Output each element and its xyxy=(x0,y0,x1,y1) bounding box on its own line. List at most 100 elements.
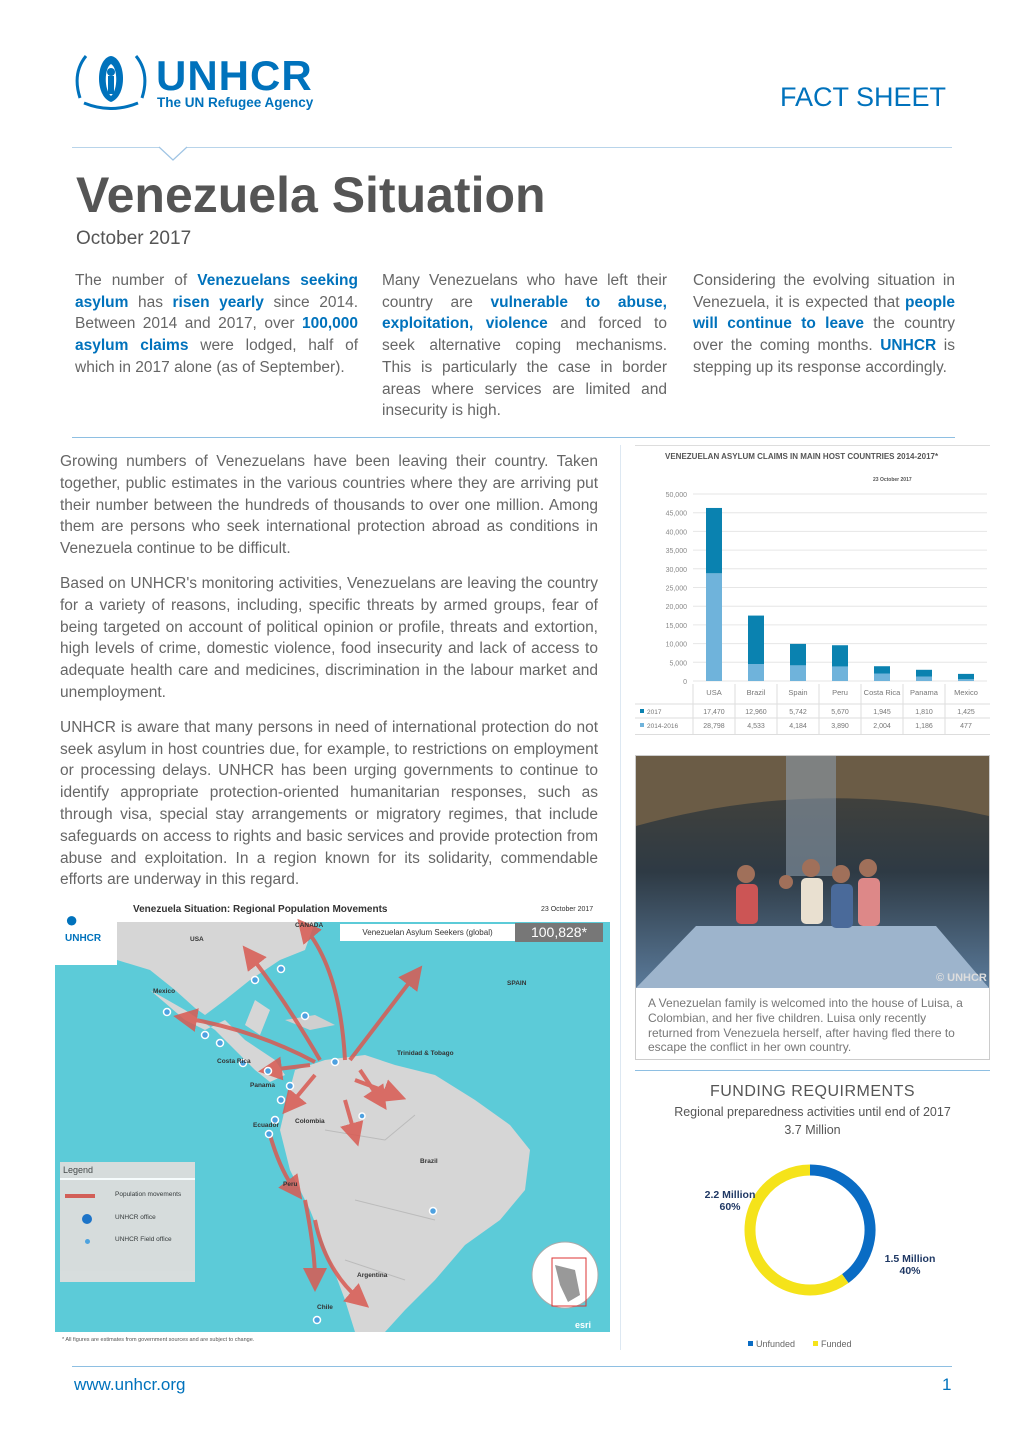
map-place-label: Trinidad & Tobago xyxy=(397,1050,454,1057)
y-tick-label: 40,000 xyxy=(666,529,688,536)
bar-segment xyxy=(790,665,806,681)
logo-wordmark: UNHCR xyxy=(156,52,313,99)
highlight-column-2: Many Venezuelans who have left their cou… xyxy=(382,270,667,422)
table-cell: 477 xyxy=(960,723,972,730)
bar-segment xyxy=(748,664,764,681)
legend-swatch xyxy=(813,1341,818,1346)
highlight-column-3: Considering the evolving situation in Ve… xyxy=(693,270,955,379)
table-cell: 5,742 xyxy=(789,709,807,716)
y-tick-label: 0 xyxy=(683,679,687,686)
donut-data-label: 2.2 Million xyxy=(705,1189,756,1201)
highlight-text: and forced to seek alternative coping me… xyxy=(382,315,667,420)
highlight-text: is stepping up its response accordingly. xyxy=(693,337,956,376)
highlight-emphasis: UNHCR xyxy=(880,337,937,355)
highlight-text: The number of xyxy=(75,272,198,289)
page-number: 1 xyxy=(942,1375,952,1394)
logo-tagline: The UN Refugee Agency xyxy=(157,95,314,110)
table-cell: 17,470 xyxy=(703,709,725,716)
x-tick-label: Mexico xyxy=(954,688,978,697)
photo-credit: © UNHCR xyxy=(936,972,987,984)
table-cell: 3,890 xyxy=(831,723,849,730)
legend-label: Unfunded xyxy=(756,1339,795,1349)
chart-subtitle: 23 October 2017 xyxy=(873,477,912,483)
map-place-label: Colombia xyxy=(295,1118,325,1125)
x-tick-label: Panama xyxy=(910,688,939,697)
map-place-label: Mexico xyxy=(153,988,176,995)
x-tick-label: Brazil xyxy=(747,688,766,697)
family-photo: © UNHCR xyxy=(636,756,989,988)
bar-segment xyxy=(706,573,722,681)
asylum-claims-chart-svg: VENEZUELAN ASYLUM CLAIMS IN MAIN HOST CO… xyxy=(635,452,990,734)
y-tick-label: 5,000 xyxy=(669,660,687,667)
y-tick-label: 10,000 xyxy=(666,642,688,649)
footer-divider xyxy=(72,1366,952,1367)
regional-map[interactable]: Venezuela Situation: Regional Population… xyxy=(55,900,610,1332)
highlight-text: since 2014. Between 2014 and 2017, over xyxy=(75,293,358,333)
highlight-emphasis: 100,000 asylum claims xyxy=(75,315,358,355)
legend-item: UNHCR Field office xyxy=(115,1236,172,1243)
map-place-label: Brazil xyxy=(420,1158,438,1165)
donut-data-label: 60% xyxy=(719,1201,741,1213)
map-place-label: Chile xyxy=(317,1304,333,1311)
map-date: 23 October 2017 xyxy=(541,906,594,913)
bar-segment xyxy=(916,676,932,681)
highlight-text: the country over the coming months. xyxy=(693,315,955,355)
legend-item: UNHCR office xyxy=(115,1214,156,1221)
x-tick-label: Costa Rica xyxy=(864,688,902,697)
inset-globe xyxy=(531,1241,599,1309)
donut-data-label: 1.5 Million xyxy=(885,1253,936,1265)
chevron-down-icon xyxy=(158,146,188,161)
body-paragraph: Based on UNHCR's monitoring activities, … xyxy=(60,574,598,701)
y-tick-label: 50,000 xyxy=(666,492,688,499)
legend-swatch xyxy=(640,723,644,727)
highlight-text: were lodged, half of which in 2017 alone… xyxy=(75,337,358,376)
map-stat-value: 100,828* xyxy=(515,923,603,942)
field-office-legend-icon xyxy=(85,1239,90,1244)
asylum-claims-chart: VENEZUELAN ASYLUM CLAIMS IN MAIN HOST CO… xyxy=(635,445,990,735)
population-movement-arrows xyxy=(162,918,438,1325)
highlight-emphasis: vulnerable to abuse, exploitation, viole… xyxy=(382,293,667,333)
bar-segment xyxy=(748,615,764,665)
map-place-label: Argentina xyxy=(357,1272,388,1279)
map-footnote: * All figures are estimates from governm… xyxy=(62,1337,255,1343)
map-place-label: Peru xyxy=(283,1181,298,1188)
map-place-label: Panama xyxy=(250,1082,275,1089)
bar-segment xyxy=(706,507,722,574)
highlight-emphasis: people will continue to leave xyxy=(693,293,955,333)
table-cell: 2,004 xyxy=(873,723,891,730)
x-tick-label: Spain xyxy=(788,688,807,697)
funding-title: FUNDING REQUIRMENTS xyxy=(709,1083,916,1100)
office-legend-icon xyxy=(82,1214,92,1224)
legend-swatch xyxy=(748,1341,753,1346)
bar-segment xyxy=(874,673,890,681)
map-place-label: SPAIN xyxy=(507,980,527,987)
table-cell: 4,533 xyxy=(747,723,765,730)
doc-type-label: FACT SHEET xyxy=(780,82,947,112)
y-tick-label: 35,000 xyxy=(666,548,688,555)
y-tick-label: 45,000 xyxy=(666,511,688,518)
table-cell: 1,186 xyxy=(915,723,933,730)
section-divider xyxy=(72,437,955,438)
table-cell: 4,184 xyxy=(789,723,807,730)
donut-slice xyxy=(744,1164,849,1296)
highlight-text: Considering the evolving situation in Ve… xyxy=(693,272,955,311)
esri-logo: esri xyxy=(575,1320,592,1330)
bar-segment xyxy=(874,666,890,674)
legend-label: 2014-2016 xyxy=(647,723,678,730)
highlight-text: has xyxy=(128,293,173,311)
table-cell: 5,670 xyxy=(831,709,849,716)
y-tick-label: 25,000 xyxy=(666,586,688,593)
table-cell: 1,945 xyxy=(873,709,891,716)
funding-subtitle: Regional preparedness activities until e… xyxy=(674,1105,951,1119)
donut-slice xyxy=(809,1164,876,1283)
chart-title: VENEZUELAN ASYLUM CLAIMS IN MAIN HOST CO… xyxy=(665,452,939,461)
website-link[interactable]: www.unhcr.org xyxy=(74,1375,186,1394)
map-place-label: CANADA xyxy=(295,922,324,929)
donut-data-label: 40% xyxy=(899,1265,921,1277)
map-place-label: Ecuador xyxy=(253,1122,280,1129)
table-cell: 1,810 xyxy=(915,709,933,716)
legend-swatch xyxy=(640,709,644,713)
unhcr-emblem-icon xyxy=(75,55,147,110)
legend-item: Population movements xyxy=(115,1191,182,1198)
legend-label: 2017 xyxy=(647,709,662,716)
